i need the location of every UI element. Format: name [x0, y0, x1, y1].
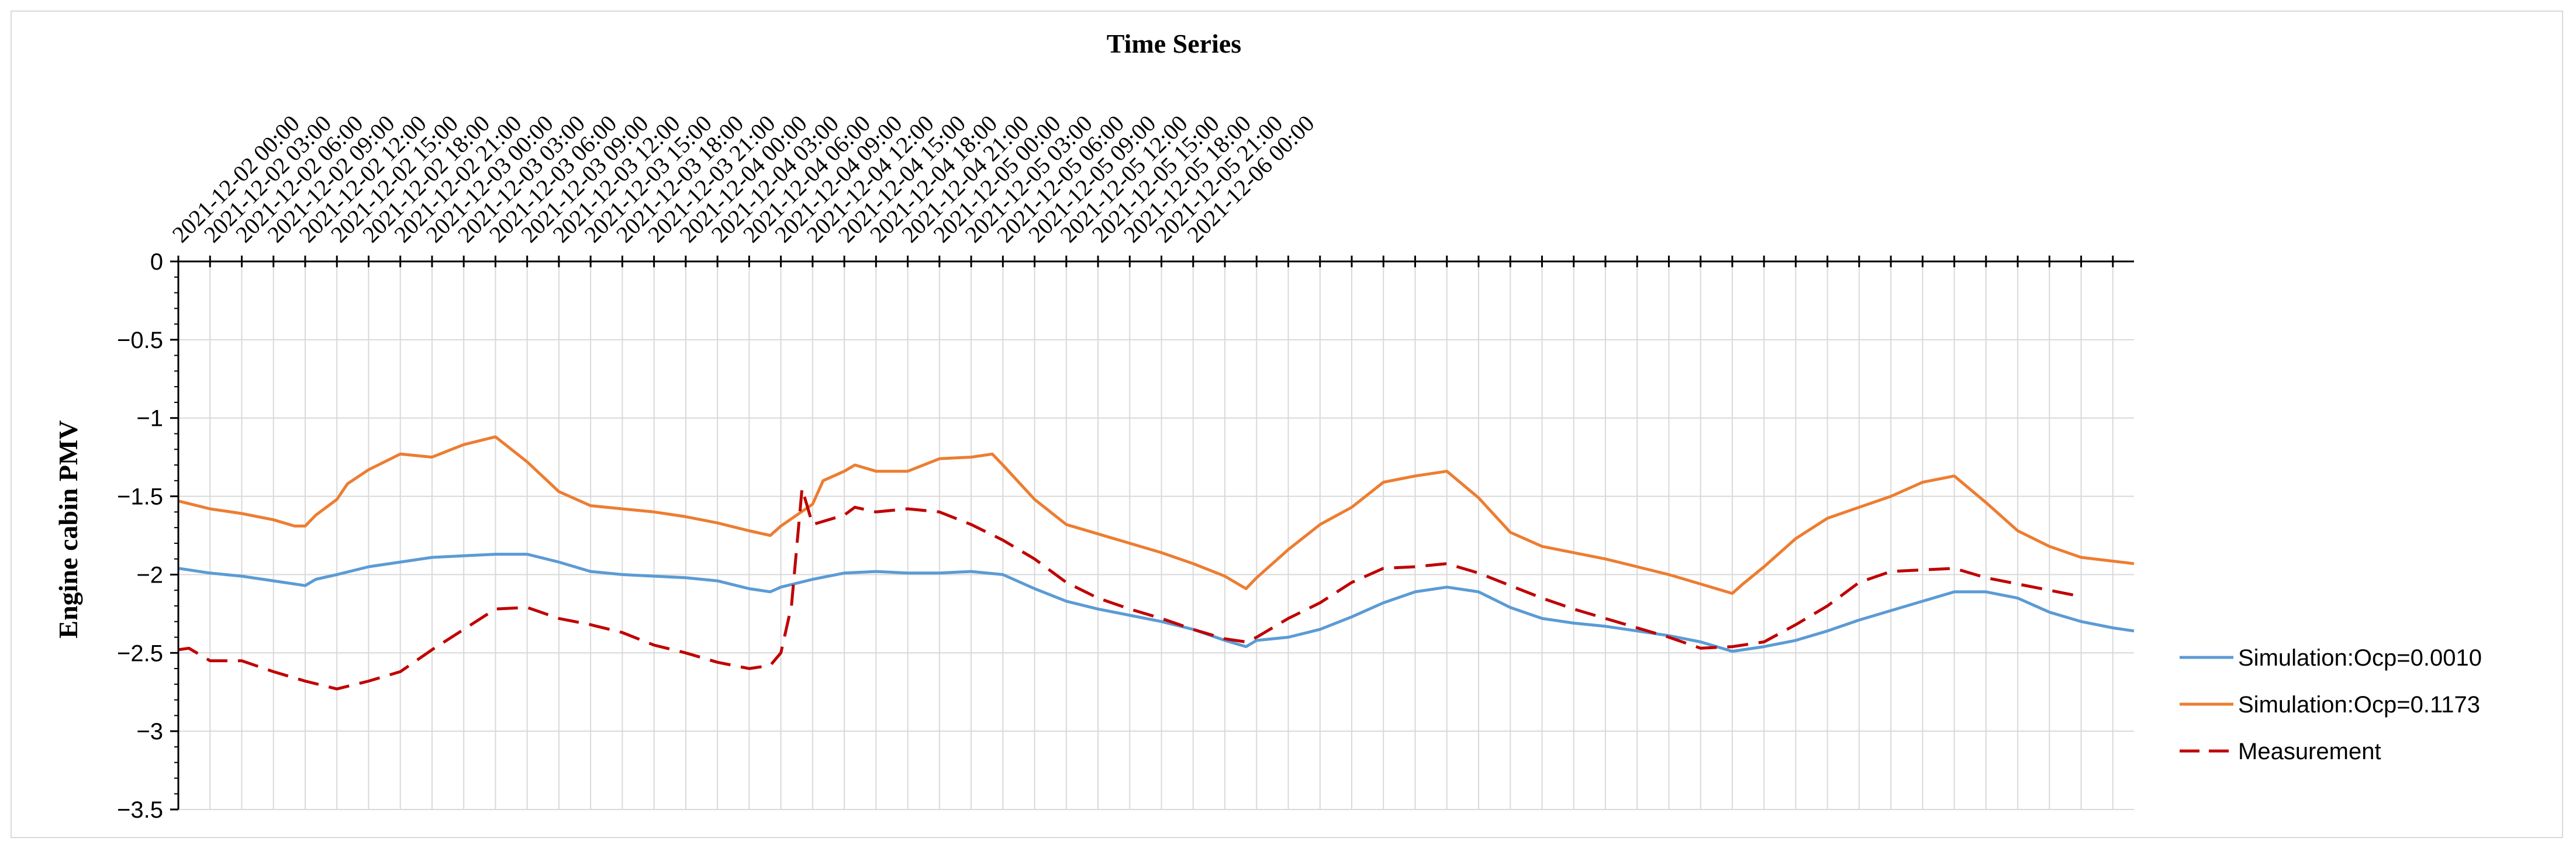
series-line-1 [178, 553, 2135, 653]
y-tick-label: −2.5 [117, 640, 163, 666]
y-tick-label: −3.5 [117, 797, 163, 823]
axes [170, 256, 2134, 811]
series-line-2 [178, 435, 2135, 595]
gridlines [178, 261, 2134, 810]
series-lines [178, 435, 2135, 691]
chart-frame [11, 11, 2563, 838]
y-axis-ticks: 0 −0.5 −1 −1.5 −2 −2.5 −3 −3.5 [117, 249, 163, 823]
chart-title: Time Series [1107, 29, 1241, 58]
y-tick-label: −1.5 [117, 484, 163, 510]
legend-label: Simulation:Ocp=0.0010 [2238, 645, 2482, 671]
legend-label: Measurement [2238, 739, 2381, 764]
y-tick-label: −2 [136, 562, 163, 588]
series-line-3 [178, 487, 2082, 691]
y-tick-label: 0 [150, 249, 163, 275]
y-tick-label: −1 [136, 406, 163, 432]
legend: Simulation:Ocp=0.0010 Simulation:Ocp=0.11… [2180, 645, 2482, 764]
legend-label: Simulation:Ocp=0.1173 [2238, 692, 2480, 718]
y-tick-label: −0.5 [117, 328, 163, 353]
y-tick-label: −3 [136, 719, 163, 745]
y-axis-label: Engine cabin PMV [53, 420, 83, 638]
